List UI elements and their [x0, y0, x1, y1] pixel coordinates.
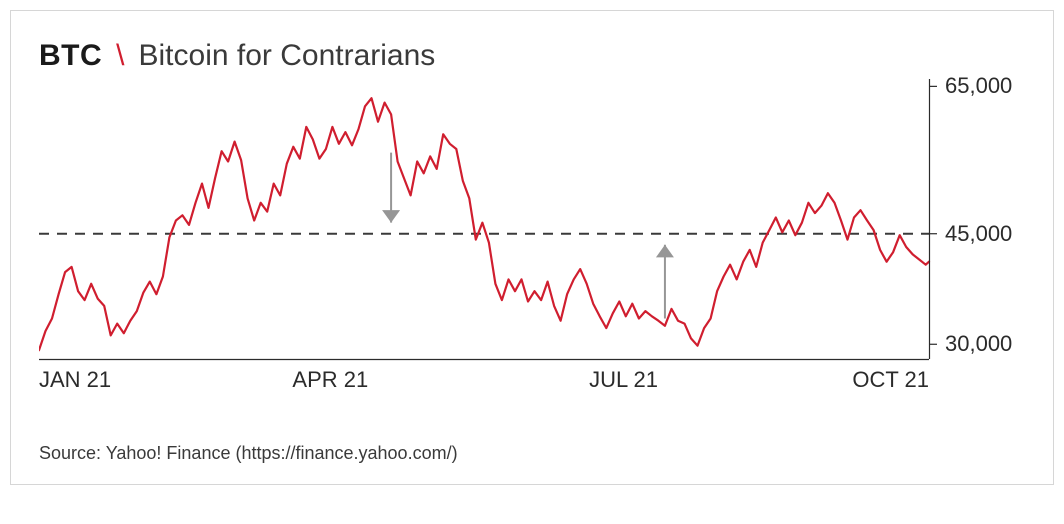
x-axis-tick-label: APR 21: [292, 367, 368, 393]
price-line-chart: [39, 79, 1025, 371]
title-divider-slash: \: [116, 39, 124, 73]
y-axis-tick-label: 30,000: [945, 331, 1012, 357]
source-attribution: Source: Yahoo! Finance (https://finance.…: [39, 443, 1025, 464]
chart-title: Bitcoin for Contrarians: [139, 39, 436, 73]
y-axis-tick-label: 45,000: [945, 221, 1012, 247]
chart-area: 30,00045,00065,000JAN 21APR 21JUL 21OCT …: [39, 79, 1025, 399]
ticker-symbol: BTC: [39, 39, 102, 73]
chart-card: BTC \ Bitcoin for Contrarians 30,000 45,0…: [10, 10, 1054, 485]
x-axis-tick-label: OCT 21: [852, 367, 929, 393]
x-axis-tick-label: JUL 21: [589, 367, 658, 393]
x-axis-tick-label: JAN 21: [39, 367, 111, 393]
title-row: BTC \ Bitcoin for Contrarians: [39, 39, 1025, 73]
y-axis-tick-label: 65,000: [945, 73, 1012, 99]
